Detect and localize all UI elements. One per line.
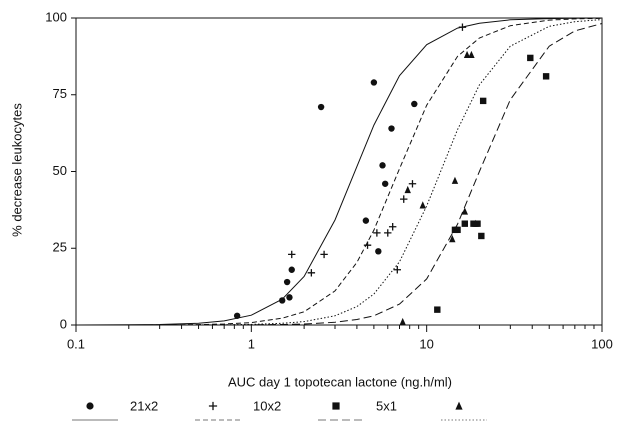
point: [434, 306, 441, 313]
point: [317, 103, 325, 111]
point: [470, 220, 477, 227]
y-tick-label: 50: [53, 163, 67, 178]
x-tick-label: 0.1: [67, 336, 85, 351]
point: [288, 266, 295, 273]
point: [468, 50, 475, 59]
point: [307, 269, 316, 277]
point: [461, 207, 468, 215]
legend-marker: [455, 401, 463, 410]
point: [400, 195, 408, 203]
point: [363, 241, 372, 249]
point: [542, 73, 550, 80]
point: [399, 317, 406, 326]
point: [283, 278, 291, 286]
point: [381, 180, 389, 187]
y-tick-label: 25: [53, 240, 67, 255]
point: [375, 248, 382, 255]
legend-marker: [208, 401, 218, 411]
legend-marker: [86, 402, 94, 410]
point: [393, 266, 401, 274]
point: [408, 180, 417, 188]
point: [388, 125, 395, 132]
point: [404, 185, 411, 194]
legend-marker: [332, 402, 340, 410]
point: [461, 220, 468, 227]
x-tick-label: 10: [419, 336, 433, 351]
legend-label: 5x1: [376, 398, 397, 413]
fit-curve: [76, 19, 603, 326]
point: [286, 294, 293, 301]
legend-label: 21x2: [130, 398, 158, 413]
point: [478, 232, 485, 240]
point: [458, 23, 467, 31]
point: [233, 312, 241, 319]
point: [451, 176, 459, 184]
y-tick-label: 0: [60, 316, 67, 331]
point: [419, 201, 426, 209]
fit-curve: [75, 17, 603, 326]
point: [384, 229, 392, 237]
point: [479, 97, 487, 105]
y-axis-label: % decrease leukocytes: [9, 103, 24, 237]
legend-label: 10x2: [253, 398, 281, 413]
point: [288, 250, 296, 259]
y-tick-label: 75: [53, 86, 67, 101]
point: [449, 235, 456, 243]
y-tick-label: 100: [45, 9, 67, 24]
point: [370, 79, 378, 86]
point: [388, 223, 397, 231]
point: [454, 226, 461, 234]
point: [362, 217, 370, 224]
point: [527, 54, 534, 62]
x-tick-label: 1: [248, 336, 255, 351]
point: [379, 162, 386, 169]
x-tick-label: 100: [591, 336, 613, 351]
point: [320, 250, 328, 259]
point: [411, 100, 418, 108]
point: [472, 219, 479, 227]
point: [373, 229, 381, 237]
x-axis-label: AUC day 1 topotecan lactone (ng.h/ml): [228, 374, 452, 389]
point: [463, 50, 471, 59]
point: [474, 220, 481, 227]
point: [279, 297, 286, 304]
